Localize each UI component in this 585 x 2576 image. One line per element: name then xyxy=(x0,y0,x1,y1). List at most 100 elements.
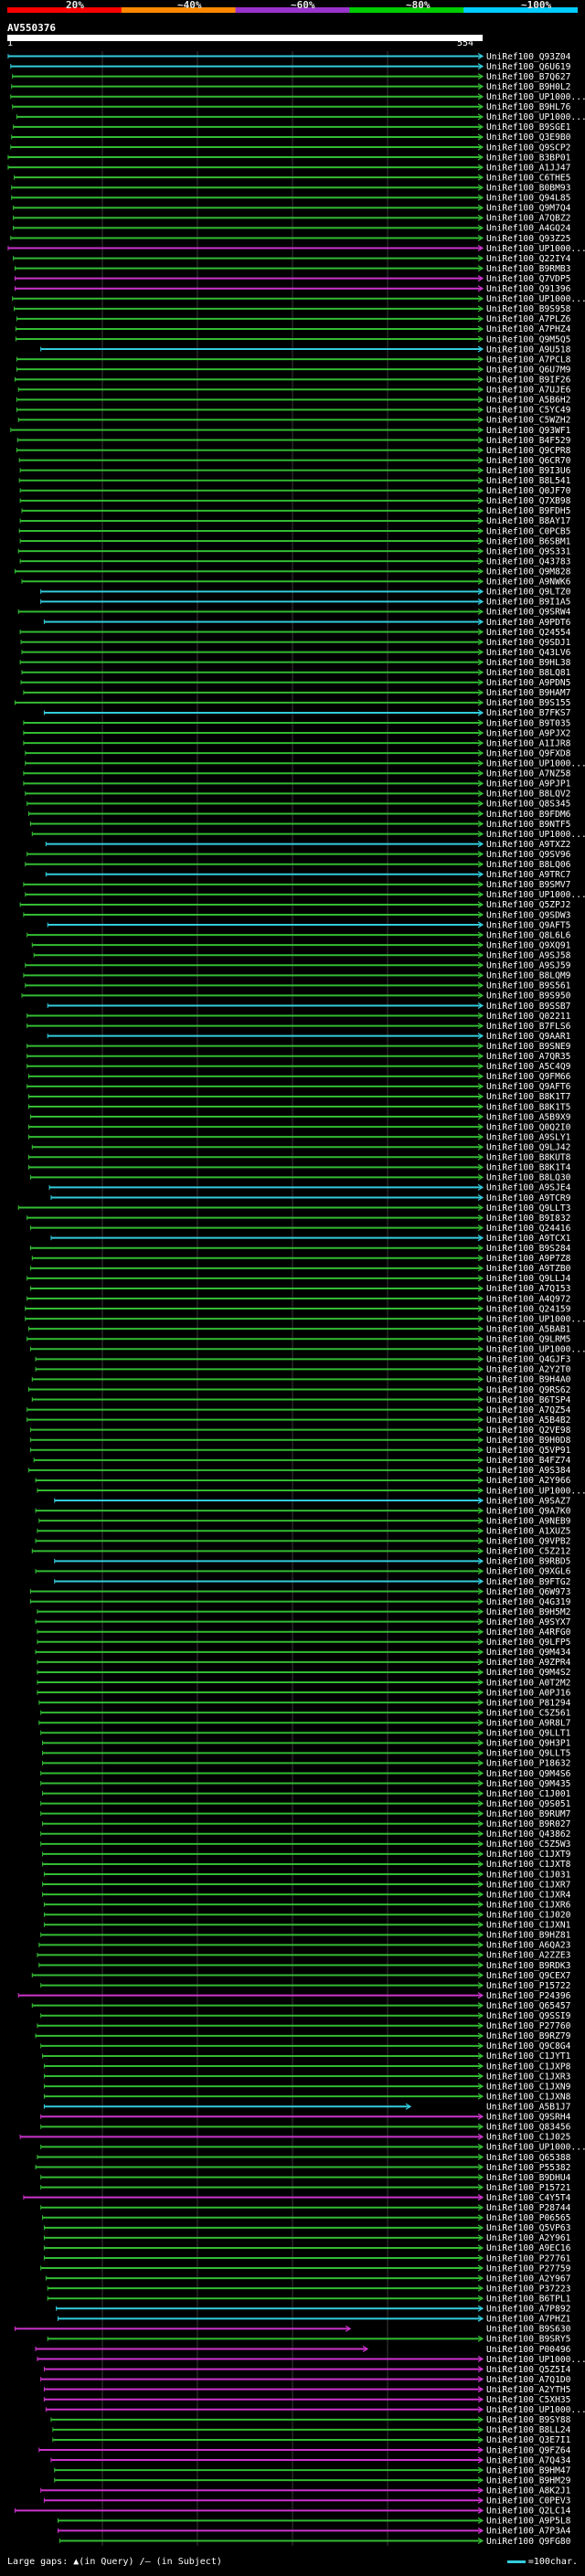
hit-label-link[interactable]: UniRef100_B9SSB7 xyxy=(486,1002,571,1012)
hit-label-link[interactable]: UniRef100_A5B6H2 xyxy=(486,396,570,406)
hit-label-link[interactable]: UniRef100_P37223 xyxy=(486,2284,571,2294)
hit-label-link[interactable]: UniRef100_B8K1T4 xyxy=(486,1163,571,1173)
hit-label-link[interactable]: UniRef100_Q0JF70 xyxy=(486,486,571,496)
hit-label-link[interactable]: UniRef100_B7FKS7 xyxy=(486,708,571,718)
hit-label-link[interactable]: UniRef100_B9I1A5 xyxy=(486,598,570,608)
hit-label-link[interactable]: UniRef100_A9U518 xyxy=(486,345,571,355)
hit-label-link[interactable]: UniRef100_B9H5M2 xyxy=(486,1607,570,1617)
hit-label-link[interactable]: UniRef100_C1JXR3 xyxy=(486,2072,571,2082)
hit-label-link[interactable]: UniRef100_Q02211 xyxy=(486,1012,571,1022)
hit-label-link[interactable]: UniRef100_A9TCX1 xyxy=(486,1234,571,1244)
hit-label-link[interactable]: UniRef100_A1XUZ5 xyxy=(486,1527,570,1537)
hit-label-link[interactable]: UniRef100_Q91396 xyxy=(486,284,571,294)
hit-label-link[interactable]: UniRef100_A0PJ16 xyxy=(486,1688,571,1698)
hit-label-link[interactable]: UniRef100_A9SJ59 xyxy=(486,961,571,971)
hit-label-link[interactable]: UniRef100_C5XH35 xyxy=(486,2395,570,2405)
hit-label-link[interactable]: UniRef100_Q9M4S6 xyxy=(486,1769,571,1779)
hit-label-link[interactable]: UniRef100_Q43LV6 xyxy=(486,648,571,658)
hit-label-link[interactable]: UniRef100_B9I832 xyxy=(486,1214,570,1224)
hit-label-link[interactable]: UniRef100_A9P5L8 xyxy=(486,2517,571,2527)
hit-label-link[interactable]: UniRef100_P18632 xyxy=(486,1759,570,1769)
hit-label-link[interactable]: UniRef100_B8K1T7 xyxy=(486,1092,571,1102)
hit-label-link[interactable]: UniRef100_B9RMB3 xyxy=(486,264,571,274)
hit-label-link[interactable]: UniRef100_A2Y967 xyxy=(486,2274,571,2284)
hit-label-link[interactable]: UniRef100_B8KUT8 xyxy=(486,1153,571,1163)
hit-label-link[interactable]: UniRef100_Q5VP63 xyxy=(486,2223,571,2233)
hit-label-link[interactable]: UniRef100_B4F529 xyxy=(486,436,571,446)
hit-label-link[interactable]: UniRef100_B3BP01 xyxy=(486,153,571,163)
hit-label-link[interactable]: UniRef100_C1JXP8 xyxy=(486,2062,571,2072)
hit-label-link[interactable]: UniRef100_Q4GJF3 xyxy=(486,1355,571,1365)
hit-label-link[interactable]: UniRef100_A7UJE6 xyxy=(486,386,571,396)
hit-label-link[interactable]: UniRef100_A7PHZ4 xyxy=(486,324,571,334)
hit-label-link[interactable]: UniRef100_A7PCL8 xyxy=(486,355,571,365)
hit-label-link[interactable]: UniRef100_A5C4Q9 xyxy=(486,1062,571,1072)
hit-label-link[interactable]: UniRef100_B9DHU4 xyxy=(486,2173,571,2183)
hit-label-link[interactable]: UniRef100_C1J001 xyxy=(486,1789,571,1799)
hit-label-link[interactable]: UniRef100_A2Y2T0 xyxy=(486,1365,571,1375)
hit-label-link[interactable]: UniRef100_Q9SDJ1 xyxy=(486,638,571,648)
hit-label-link[interactable]: UniRef100_Q2LC14 xyxy=(486,2507,571,2517)
hit-label-link[interactable]: UniRef100_UP1000... xyxy=(486,1486,585,1496)
hit-label-link[interactable]: UniRef100_B9S630 xyxy=(486,2325,571,2335)
hit-label-link[interactable]: UniRef100_Q9SCP2 xyxy=(486,143,570,153)
hit-label-link[interactable]: UniRef100_P55382 xyxy=(486,2163,570,2173)
hit-label-link[interactable]: UniRef100_Q9LJ42 xyxy=(486,1143,570,1153)
hit-label-link[interactable]: UniRef100_UP1000... xyxy=(486,294,585,304)
hit-label-link[interactable]: UniRef100_A7PLZ6 xyxy=(486,314,571,324)
hit-label-link[interactable]: UniRef100_C5WZH2 xyxy=(486,416,570,426)
hit-label-link[interactable]: UniRef100_Q9SSI9 xyxy=(486,2011,571,2021)
hit-label-link[interactable]: UniRef100_C1J025 xyxy=(486,2133,570,2143)
hit-label-link[interactable]: UniRef100_B9H4A0 xyxy=(486,1375,571,1385)
hit-label-link[interactable]: UniRef100_Q9RS62 xyxy=(486,1385,570,1395)
hit-label-link[interactable]: UniRef100_Q9XQ91 xyxy=(486,940,571,950)
hit-label-link[interactable]: UniRef100_A4GQ24 xyxy=(486,224,571,234)
hit-label-link[interactable]: UniRef100_UP1000... xyxy=(486,2405,585,2415)
hit-label-link[interactable]: UniRef100_A2Y966 xyxy=(486,1476,571,1486)
hit-label-link[interactable]: UniRef100_P27761 xyxy=(486,2253,571,2263)
hit-label-link[interactable]: UniRef100_Q3E7I1 xyxy=(486,2435,571,2445)
hit-label-link[interactable]: UniRef100_A5B9X9 xyxy=(486,1112,571,1122)
hit-label-link[interactable]: UniRef100_A9R8L7 xyxy=(486,1719,571,1729)
hit-label-link[interactable]: UniRef100_C1J020 xyxy=(486,1911,571,1921)
hit-label-link[interactable]: UniRef100_A9TZB0 xyxy=(486,1264,571,1274)
hit-label-link[interactable]: UniRef100_Q9FZ64 xyxy=(486,2445,571,2455)
hit-label-link[interactable]: UniRef100_P24396 xyxy=(486,1991,571,2001)
hit-label-link[interactable]: UniRef100_Q9LLJ4 xyxy=(486,1274,571,1284)
hit-label-link[interactable]: UniRef100_B9HZ81 xyxy=(486,1931,571,1941)
hit-label-link[interactable]: UniRef100_C1JXR6 xyxy=(486,1900,571,1910)
hit-label-link[interactable]: UniRef100_A9PDN5 xyxy=(486,678,570,688)
hit-label-link[interactable]: UniRef100_Q24416 xyxy=(486,1224,571,1234)
hit-label-link[interactable]: UniRef100_Q9M4S2 xyxy=(486,1668,570,1678)
hit-label-link[interactable]: UniRef100_A9SJ58 xyxy=(486,951,571,961)
hit-label-link[interactable]: UniRef100_Q3E9B0 xyxy=(486,133,571,143)
hit-label-link[interactable]: UniRef100_Q24554 xyxy=(486,628,571,638)
hit-label-link[interactable]: UniRef100_B9HL38 xyxy=(486,658,571,668)
hit-label-link[interactable]: UniRef100_UP1000... xyxy=(486,92,585,102)
hit-label-link[interactable]: UniRef100_A9ZPR4 xyxy=(486,1658,571,1668)
hit-label-link[interactable]: UniRef100_UP1000... xyxy=(486,1314,585,1324)
hit-label-link[interactable]: UniRef100_A9S384 xyxy=(486,1466,571,1476)
hit-label-link[interactable]: UniRef100_B0BM93 xyxy=(486,184,571,194)
hit-label-link[interactable]: UniRef100_A9PJP1 xyxy=(486,779,571,790)
hit-label-link[interactable]: UniRef100_C5Z5W3 xyxy=(486,1839,571,1850)
hit-label-link[interactable]: UniRef100_C1JXT8 xyxy=(486,1860,571,1870)
hit-label-link[interactable]: UniRef100_C0PEV3 xyxy=(486,2496,571,2507)
hit-label-link[interactable]: UniRef100_Q0Q2I0 xyxy=(486,1122,571,1132)
hit-label-link[interactable]: UniRef100_B9SRY5 xyxy=(486,2335,570,2345)
hit-label-link[interactable]: UniRef100_Q9AAR1 xyxy=(486,1032,571,1042)
hit-label-link[interactable]: UniRef100_Q4G319 xyxy=(486,1597,571,1607)
hit-label-link[interactable]: UniRef100_B6SBM1 xyxy=(486,536,571,546)
hit-label-link[interactable]: UniRef100_A9NWK6 xyxy=(486,578,571,588)
hit-label-link[interactable]: UniRef100_B9RBD5 xyxy=(486,1557,570,1567)
hit-label-link[interactable]: UniRef100_Q9S331 xyxy=(486,546,571,557)
hit-label-link[interactable]: UniRef100_B9HAM7 xyxy=(486,688,571,698)
hit-label-link[interactable]: UniRef100_B9H0L2 xyxy=(486,82,570,92)
hit-label-link[interactable]: UniRef100_Q5VP91 xyxy=(486,1446,571,1456)
hit-label-link[interactable]: UniRef100_Q9AFT5 xyxy=(486,920,570,930)
hit-label-link[interactable]: UniRef100_B7Q627 xyxy=(486,72,571,82)
hit-label-link[interactable]: UniRef100_Q9LFP5 xyxy=(486,1638,570,1648)
hit-label-link[interactable]: UniRef100_B9HM47 xyxy=(486,2465,571,2475)
hit-label-link[interactable]: UniRef100_C5Z212 xyxy=(486,1547,570,1557)
hit-label-link[interactable]: UniRef100_A2YTH5 xyxy=(486,2385,570,2395)
